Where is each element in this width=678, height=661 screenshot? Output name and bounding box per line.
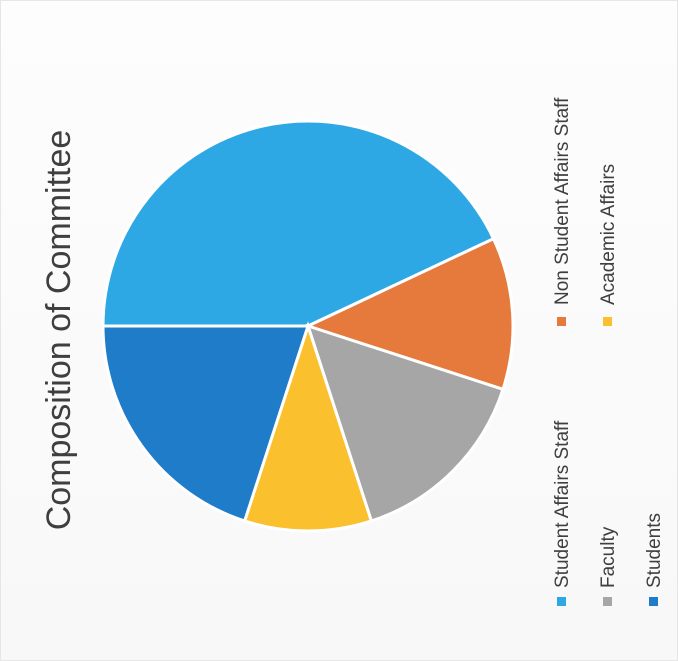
legend-swatch-non-student-affairs-staff — [557, 317, 566, 326]
chart-title: Composition of Committee — [40, 130, 78, 531]
legend-label-student-affairs-staff: Student Affairs Staff — [552, 420, 573, 588]
legend-swatch-students — [649, 597, 658, 606]
pie-slices — [101, 119, 515, 533]
legend-swatch-faculty — [603, 597, 612, 606]
legend-swatch-academic-affairs — [603, 317, 612, 326]
pie-slice-academic-affairs — [242, 321, 374, 533]
pie-slice-non-student-affairs-staff — [303, 236, 515, 392]
legend-label-faculty: Faculty — [598, 526, 619, 588]
legend-label-academic-affairs: Academic Affairs — [598, 164, 619, 305]
legend-label-non-student-affairs-staff: Non Student Affairs Staff — [552, 97, 573, 305]
pie-slice-students — [101, 324, 311, 523]
legend-swatch-student-affairs-staff — [557, 597, 566, 606]
legend-label-students: Students — [644, 513, 665, 588]
legend: Student Affairs Staff Non Student Affair… — [552, 97, 665, 606]
pie-slice-student-affairs-staff — [101, 119, 496, 328]
